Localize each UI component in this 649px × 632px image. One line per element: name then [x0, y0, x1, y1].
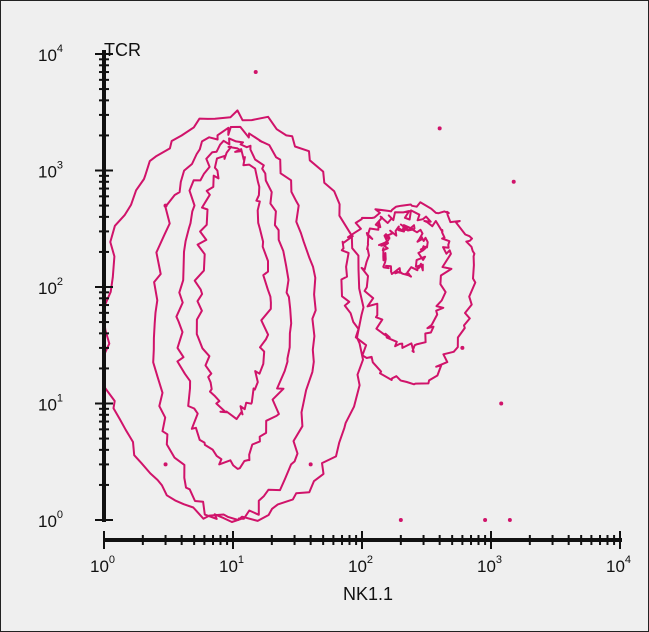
contour-dot: [163, 462, 168, 467]
contour-line: [152, 125, 317, 523]
contour-dot: [460, 345, 465, 350]
contour-line: [193, 145, 272, 421]
contour-line: [360, 209, 453, 353]
contour-dot: [483, 518, 488, 522]
contour-plot-area: [103, 109, 477, 523]
contour-line: [378, 223, 429, 278]
contour-dot: [253, 70, 258, 75]
y-tick-label: 103: [38, 160, 63, 182]
contour-dot: [398, 518, 403, 522]
x-axis-label: NK1.1: [343, 584, 393, 604]
x-axis-minor-ticks: [103, 531, 621, 549]
y-tick-label: 100: [38, 509, 63, 531]
contour-line: [175, 137, 293, 470]
y-axis-label: TCR: [104, 40, 141, 60]
x-tick-label: 100: [90, 554, 115, 576]
x-tick-label: 104: [606, 554, 631, 576]
contour-line: [103, 109, 365, 522]
contour-dot: [163, 203, 168, 208]
contour-dot: [308, 462, 313, 467]
y-tick-label: 101: [38, 393, 63, 415]
y-axis: [95, 50, 113, 522]
x-tick-label: 102: [348, 554, 373, 576]
contour-dot: [437, 126, 442, 131]
x-tick-label: 101: [219, 554, 244, 576]
contour-dot: [499, 401, 504, 406]
contour-line: [340, 201, 477, 386]
contour-dot: [511, 179, 516, 184]
y-tick-label: 104: [38, 43, 63, 65]
x-tick-labels: 100 101 102 103 104: [90, 554, 631, 576]
y-tick-labels: 100 101 102 103 104: [38, 43, 63, 531]
y-axis-minor-ticks: [95, 53, 113, 521]
y-tick-label: 102: [38, 276, 63, 298]
x-axis: [103, 531, 622, 549]
contour-dots: [163, 70, 516, 522]
contour-dot: [507, 518, 512, 522]
x-tick-label: 103: [477, 554, 502, 576]
